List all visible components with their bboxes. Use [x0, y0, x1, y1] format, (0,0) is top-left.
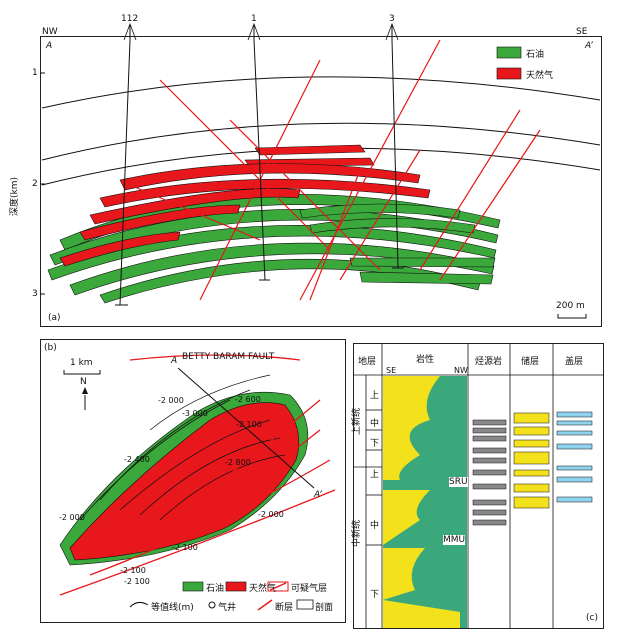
contour-label: -2 100 — [124, 577, 150, 586]
section-a-left: A — [46, 41, 53, 51]
subdivision: 中 — [370, 521, 380, 531]
map-scale-label: 1 km — [70, 358, 93, 368]
legend-section-label: 剖面 — [315, 603, 334, 613]
direction-nw: NW — [42, 27, 58, 37]
subdivision: 上 — [370, 470, 380, 480]
well-label-1: 1 — [251, 14, 257, 24]
section-start-label: A — [171, 356, 178, 366]
north-label: N — [80, 377, 87, 387]
contour-label: -2 100 — [172, 543, 198, 552]
contour-label: -2 100 — [236, 420, 262, 429]
depth-tick-3: 3 — [32, 289, 38, 299]
header-strata: 地层 — [358, 357, 377, 367]
legend-gas-label: 天然气 — [249, 584, 277, 594]
unconformity-sru: SRU — [449, 477, 468, 487]
header-reservoir: 储层 — [521, 357, 540, 367]
contour-label: -2 000 — [158, 396, 184, 405]
legend-oil-label: 石油 — [206, 584, 225, 594]
section-a-right: A’ — [585, 41, 593, 51]
contour-label: -2 800 — [225, 458, 251, 467]
contour-label: -2 600 — [235, 395, 261, 404]
epoch-pliocene: 上新统 — [352, 407, 363, 436]
lithology-se: SE — [386, 366, 397, 375]
header-seal: 盖层 — [565, 357, 584, 367]
well-label-3: 3 — [389, 14, 395, 24]
contour-label: -2 000 — [258, 510, 284, 519]
contour-label: -2 100 — [120, 566, 146, 575]
epoch-miocene: 中新统 — [352, 519, 363, 548]
depth-tick-2: 2 — [32, 179, 38, 189]
contour-label: -3 000 — [182, 409, 208, 418]
scale-bar-label: 200 m — [556, 301, 585, 311]
subdivision: 下 — [370, 439, 380, 449]
legend-contour-label: 等值线(m) — [151, 603, 194, 613]
subdivision: 中 — [370, 419, 380, 429]
legend-gas-label: 天然气 — [526, 71, 554, 81]
header-lithology: 岩性 — [416, 355, 435, 365]
panel-b-label: (b) — [44, 343, 57, 353]
legend-gas-well-label: 气井 — [218, 603, 237, 613]
lithology-nw: NW — [454, 366, 468, 375]
panel-c-label: (c) — [586, 613, 598, 623]
legend-suspect-gas-label: 可疑气层 — [291, 584, 328, 594]
header-source-rock: 烃源岩 — [475, 357, 503, 367]
panel-a-label: (a) — [48, 313, 61, 323]
legend-fault-label: 断层 — [275, 603, 294, 613]
well-label-112: 112 — [121, 14, 139, 24]
depth-tick-1: 1 — [32, 68, 38, 78]
legend-oil-label: 石油 — [526, 50, 545, 60]
direction-se: SE — [576, 27, 588, 37]
contour-label: -2 400 — [124, 455, 150, 464]
section-end-label: A’ — [314, 490, 322, 500]
contour-label: -2 000 — [59, 513, 85, 522]
unconformity-mmu: MMU — [443, 535, 466, 545]
subdivision: 上 — [370, 391, 380, 401]
fault-name-label: BETTY BARAM FAULT — [182, 352, 275, 362]
subdivision: 下 — [370, 590, 380, 600]
